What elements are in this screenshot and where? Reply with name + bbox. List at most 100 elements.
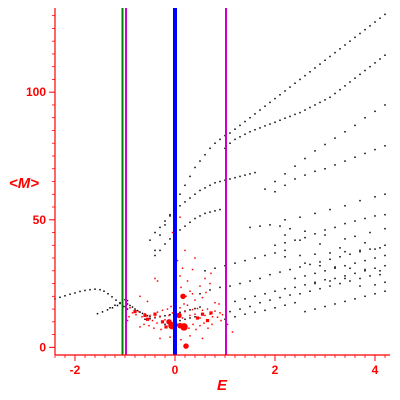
data-point	[339, 282, 341, 285]
data-point	[189, 309, 191, 311]
data-point	[364, 28, 366, 31]
data-point	[128, 315, 130, 318]
data-point	[349, 253, 351, 255]
data-point	[204, 314, 206, 317]
data-point	[374, 62, 376, 64]
data-point	[344, 238, 346, 240]
data-point	[304, 174, 306, 176]
data-point	[84, 289, 86, 292]
data-point	[364, 69, 366, 72]
data-point	[94, 288, 96, 290]
data-point	[161, 309, 164, 312]
data-point	[220, 319, 222, 322]
data-point	[171, 312, 174, 314]
data-point	[334, 226, 336, 229]
data-point	[314, 104, 316, 106]
data-point	[304, 262, 306, 264]
data-point	[304, 284, 306, 286]
data-point	[274, 190, 276, 193]
data-point	[309, 263, 311, 266]
data-point	[314, 282, 316, 285]
data-point	[144, 312, 146, 315]
data-point	[218, 303, 220, 305]
data-point	[279, 271, 281, 273]
data-point	[209, 311, 213, 315]
data-point	[294, 239, 296, 241]
data-point	[116, 304, 119, 307]
data-point	[189, 221, 191, 224]
data-point	[254, 311, 256, 313]
data-point	[234, 128, 236, 130]
data-point	[210, 272, 212, 275]
data-point	[221, 313, 224, 316]
data-point	[289, 115, 291, 118]
data-point	[369, 248, 371, 250]
data-point	[344, 160, 346, 162]
data-point	[329, 285, 331, 287]
data-point	[284, 304, 286, 306]
data-point	[199, 317, 201, 319]
data-point	[149, 315, 151, 318]
data-point	[369, 275, 371, 277]
data-point	[354, 220, 356, 222]
data-point	[229, 285, 231, 287]
data-point	[244, 120, 246, 123]
data-point	[99, 288, 101, 291]
data-point	[274, 252, 276, 254]
data-point	[194, 257, 196, 259]
data-point	[89, 288, 91, 291]
data-point	[154, 277, 156, 280]
data-point	[189, 175, 191, 178]
data-point	[314, 253, 316, 255]
data-point	[264, 188, 266, 190]
data-point	[374, 293, 376, 295]
data-point	[123, 305, 125, 308]
data-point	[304, 74, 306, 77]
data-point	[239, 124, 241, 127]
data-point	[379, 273, 381, 276]
data-point	[304, 236, 306, 239]
data-point	[329, 55, 331, 58]
data-point	[169, 213, 171, 216]
data-point	[199, 215, 201, 217]
data-point	[171, 231, 174, 234]
data-point	[141, 312, 144, 315]
data-point	[126, 299, 129, 302]
data-point	[184, 318, 186, 321]
data-point	[324, 229, 326, 231]
data-point	[176, 312, 182, 319]
data-point	[189, 290, 191, 292]
data-point	[344, 204, 346, 207]
data-point	[135, 313, 137, 316]
data-point	[184, 310, 186, 313]
data-point	[344, 275, 346, 277]
data-point	[374, 215, 376, 217]
data-point	[194, 193, 196, 196]
data-point	[334, 266, 336, 268]
data-point	[334, 267, 336, 269]
x-tick-label: -2	[70, 363, 81, 377]
data-point	[334, 137, 336, 139]
data-point	[264, 105, 266, 107]
data-point	[284, 249, 286, 252]
data-point	[304, 275, 306, 277]
data-point	[289, 86, 291, 88]
data-point	[354, 156, 356, 159]
data-point	[194, 313, 196, 315]
data-point	[344, 130, 346, 133]
data-point	[244, 133, 246, 136]
data-point	[214, 301, 216, 304]
data-point	[379, 58, 381, 60]
data-point	[299, 239, 301, 241]
data-point	[234, 315, 236, 318]
data-point	[324, 143, 326, 146]
data-point	[111, 307, 114, 309]
data-point	[205, 291, 207, 294]
data-point	[164, 314, 166, 317]
data-point	[126, 303, 129, 305]
data-point	[189, 317, 191, 319]
data-point	[299, 266, 301, 268]
data-point	[194, 299, 196, 301]
data-point	[289, 268, 291, 271]
